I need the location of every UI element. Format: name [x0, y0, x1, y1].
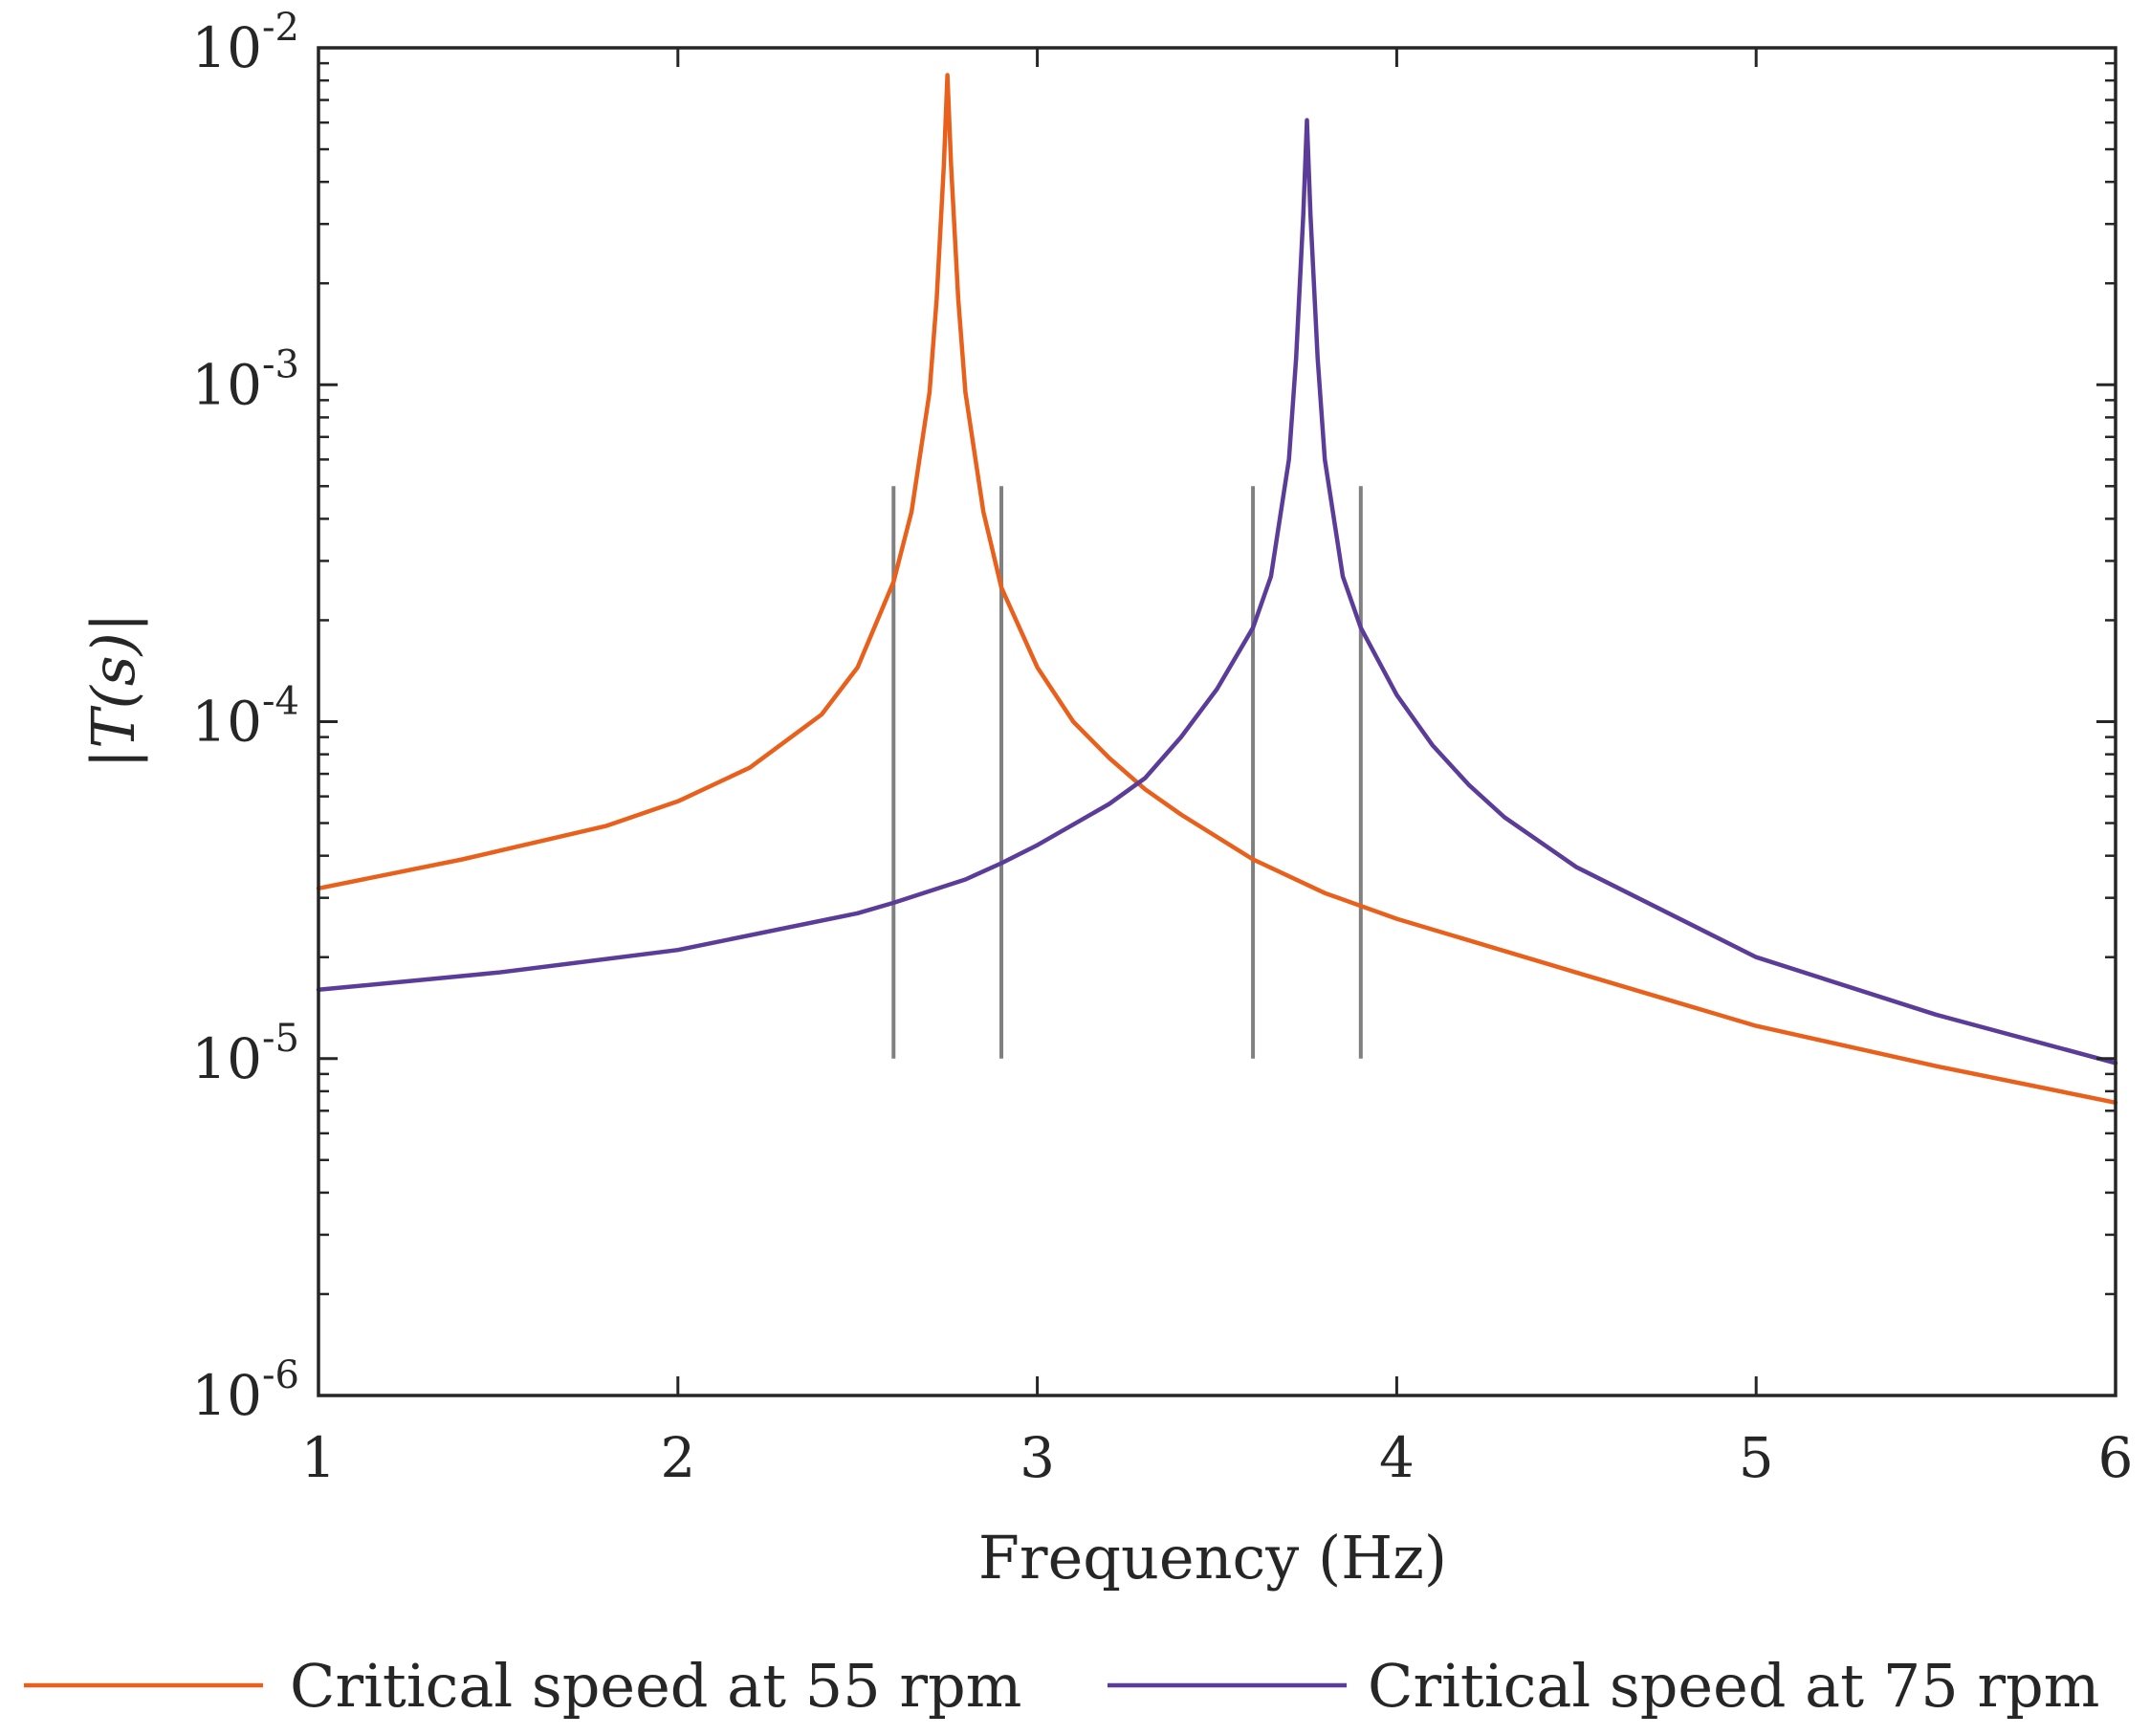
axes — [317, 46, 2117, 1397]
x-tick-label-5: 5 — [1739, 1425, 1774, 1490]
y-tick-exponent: -2 — [262, 6, 299, 50]
y-axis-label: |T(s)| — [78, 612, 148, 768]
x-axis-label: Frequency (Hz) — [978, 1523, 1447, 1593]
y-tick-exponent: -5 — [262, 1017, 299, 1061]
plot-frame — [317, 46, 2117, 1397]
series-group — [316, 73, 2118, 1106]
legend-label-1: Critical speed at 55 rpm — [290, 1651, 1021, 1721]
x-tick-label-3: 3 — [1020, 1425, 1055, 1490]
x-tick-label-1: 1 — [301, 1425, 337, 1490]
y-tick-base: 10 — [191, 352, 262, 417]
y-tick-label-3: 10-4 — [191, 680, 299, 755]
x-tick-label-4: 4 — [1379, 1425, 1415, 1490]
y-tick-base: 10 — [191, 15, 262, 80]
series-line-2 — [316, 118, 2118, 1066]
y-tick-label-2: 10-5 — [191, 1017, 299, 1091]
legend: Critical speed at 55 rpm Critical speed a… — [24, 1651, 2099, 1721]
y-tick-label-1: 10-6 — [191, 1353, 299, 1428]
series-line-1 — [316, 73, 2118, 1106]
y-axis-label-text: |T(s)| — [78, 612, 148, 768]
y-tick-exponent: -3 — [262, 342, 299, 386]
y-tick-base: 10 — [191, 1026, 262, 1091]
x-tick-label-2: 2 — [660, 1425, 695, 1490]
x-tick-label-6: 6 — [2098, 1425, 2134, 1490]
legend-label-2: Critical speed at 75 rpm — [1368, 1651, 2099, 1721]
y-tick-exponent: -6 — [262, 1353, 299, 1397]
y-tick-base: 10 — [191, 690, 262, 755]
y-tick-label-4: 10-3 — [191, 342, 299, 417]
tick-labels: 1 2 3 4 5 610-610-510-410-310-2 — [191, 6, 2133, 1490]
y-tick-label-5: 10-2 — [191, 6, 299, 80]
y-tick-base: 10 — [191, 1363, 262, 1428]
y-tick-exponent: -4 — [262, 680, 299, 724]
